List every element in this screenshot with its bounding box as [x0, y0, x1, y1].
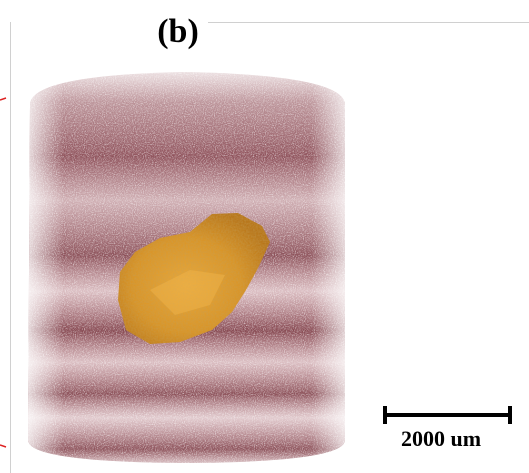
scale-bar [385, 406, 510, 424]
scale-bar-label: 2000 um [401, 426, 481, 451]
panel-label: (b) [157, 13, 199, 50]
figure-panel: (b) 2000 um [0, 0, 529, 473]
axis-marks [0, 98, 6, 447]
